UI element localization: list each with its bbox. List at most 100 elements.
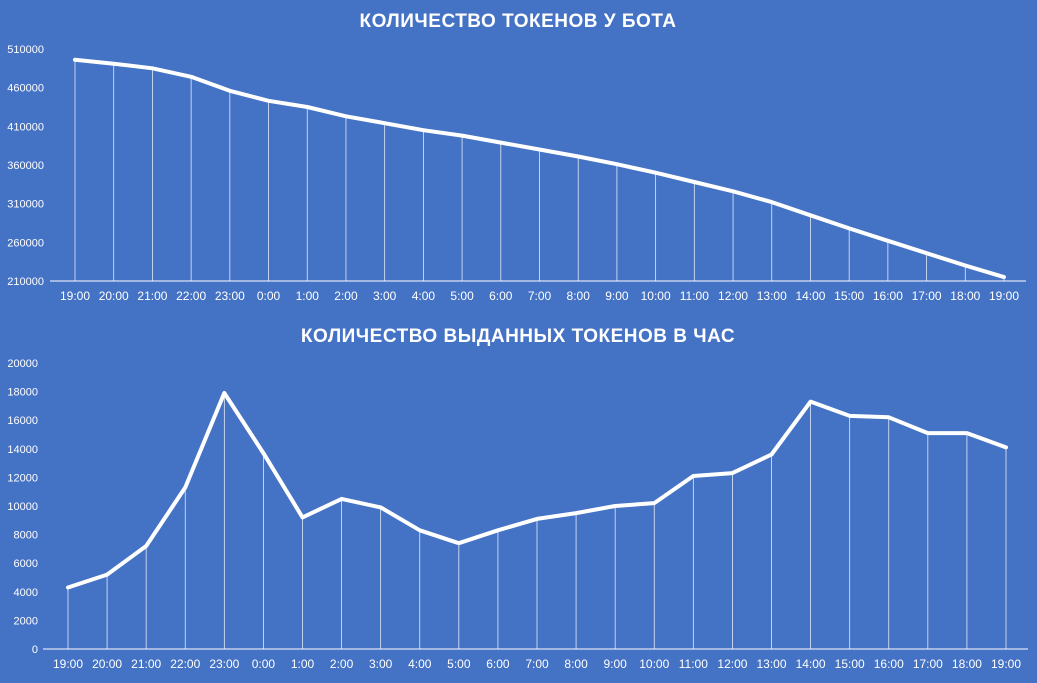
x-tick-label: 2:00 [330, 657, 354, 671]
x-tick-label: 1:00 [291, 657, 315, 671]
y-tick-label: 410000 [7, 121, 44, 133]
x-tick-label: 20:00 [99, 289, 129, 303]
x-tick-label: 15:00 [834, 289, 864, 303]
x-tick-label: 3:00 [369, 657, 393, 671]
x-tick-label: 4:00 [412, 289, 436, 303]
x-tick-label: 18:00 [950, 289, 980, 303]
x-tick-label: 11:00 [679, 657, 708, 671]
x-tick-label: 21:00 [137, 289, 167, 303]
data-point [963, 264, 967, 268]
chart-title: КОЛИЧЕСТВО ТОКЕНОВ У БОТА [360, 11, 677, 32]
data-point [105, 573, 109, 577]
x-tick-label: 17:00 [913, 657, 943, 671]
x-tick-label: 23:00 [209, 657, 239, 671]
y-tick-label: 14000 [7, 444, 38, 456]
x-tick-label: 22:00 [176, 289, 206, 303]
x-tick-label: 8:00 [567, 289, 591, 303]
x-tick-label: 5:00 [450, 289, 474, 303]
x-tick-label: 13:00 [757, 289, 787, 303]
x-tick-label: 8:00 [564, 657, 588, 671]
x-tick-label: 21:00 [131, 657, 161, 671]
data-point [613, 504, 617, 508]
x-tick-label: 19:00 [989, 289, 1019, 303]
x-tick-label: 16:00 [873, 289, 903, 303]
data-point [267, 99, 271, 103]
data-point [652, 501, 656, 505]
data-point [1004, 445, 1008, 449]
y-tick-label: 0 [32, 644, 38, 656]
y-axis: 510000 460000 410000 360000 310000 260000 2100… [7, 44, 44, 288]
x-tick-label: 17:00 [912, 289, 942, 303]
y-tick-label: 310000 [7, 199, 44, 211]
data-point [809, 400, 813, 404]
data-point [344, 114, 348, 118]
data-point [847, 226, 851, 230]
y-tick-label: 210000 [7, 276, 44, 288]
data-point [1002, 275, 1006, 279]
data-point [383, 121, 387, 125]
y-tick-label: 8000 [14, 530, 38, 542]
data-point [770, 453, 773, 457]
data-point [692, 180, 696, 184]
chart-title: КОЛИЧЕСТВО ВЫДАННЫХ ТОКЕНОВ В ЧАС [301, 326, 735, 347]
data-point [144, 544, 148, 548]
data-point [460, 134, 464, 138]
x-tick-label: 5:00 [447, 657, 471, 671]
x-tick-label: 13:00 [756, 657, 786, 671]
x-tick-label: 20:00 [92, 657, 122, 671]
x-tick-label: 19:00 [60, 289, 90, 303]
data-point [574, 511, 578, 515]
x-tick-label: 18:00 [952, 657, 982, 671]
x-tick-label: 19:00 [991, 657, 1021, 671]
data-point [222, 391, 226, 395]
y-tick-label: 6000 [14, 558, 38, 570]
x-tick-label: 6:00 [489, 289, 513, 303]
data-point [576, 154, 580, 158]
data-point [538, 148, 541, 152]
x-tick-label: 10:00 [641, 289, 671, 303]
data-point [848, 414, 852, 418]
data-point [66, 586, 70, 590]
data-point [340, 497, 344, 501]
x-tick-label: 9:00 [603, 657, 627, 671]
data-point [887, 415, 891, 419]
data-point [379, 505, 383, 509]
y-tick-label: 360000 [7, 160, 44, 172]
x-tick-label: 4:00 [408, 657, 432, 671]
data-point [301, 515, 304, 519]
x-axis: 19:00 20:00 21:00 22:00 23:00 0:00 1:00 2:00 3:0… [53, 657, 1021, 671]
data-point [691, 474, 695, 478]
data-point [73, 58, 77, 62]
x-tick-label: 11:00 [680, 289, 709, 303]
drop-lines [67, 393, 1007, 649]
x-tick-label: 22:00 [170, 657, 200, 671]
data-point [112, 62, 116, 66]
data-point [421, 128, 425, 132]
data-point [261, 451, 265, 455]
x-tick-label: 6:00 [486, 657, 510, 671]
y-axis: 2000018000160001400012000100008000600040… [7, 358, 38, 656]
x-tick-label: 12:00 [717, 657, 747, 671]
chart-bot-tokens: КОЛИЧЕСТВО ТОКЕНОВ У БОТА 510000 460000 41… [7, 11, 1026, 303]
x-tick-label: 7:00 [528, 289, 552, 303]
data-point [418, 528, 422, 532]
x-tick-label: 0:00 [257, 289, 281, 303]
y-tick-label: 12000 [7, 472, 38, 484]
y-tick-label: 16000 [7, 415, 38, 427]
data-point [150, 66, 154, 70]
x-tick-label: 2:00 [334, 289, 358, 303]
x-tick-label: 3:00 [373, 289, 397, 303]
y-tick-label: 4000 [14, 587, 38, 599]
data-point [808, 213, 812, 217]
data-point [886, 239, 890, 243]
data-point [926, 431, 930, 435]
x-tick-label: 14:00 [795, 289, 825, 303]
y-tick-label: 20000 [7, 358, 38, 370]
data-point [615, 162, 619, 166]
x-tick-label: 12:00 [718, 289, 748, 303]
x-tick-label: 9:00 [605, 289, 629, 303]
data-point [189, 75, 193, 79]
drop-lines [74, 59, 1005, 281]
